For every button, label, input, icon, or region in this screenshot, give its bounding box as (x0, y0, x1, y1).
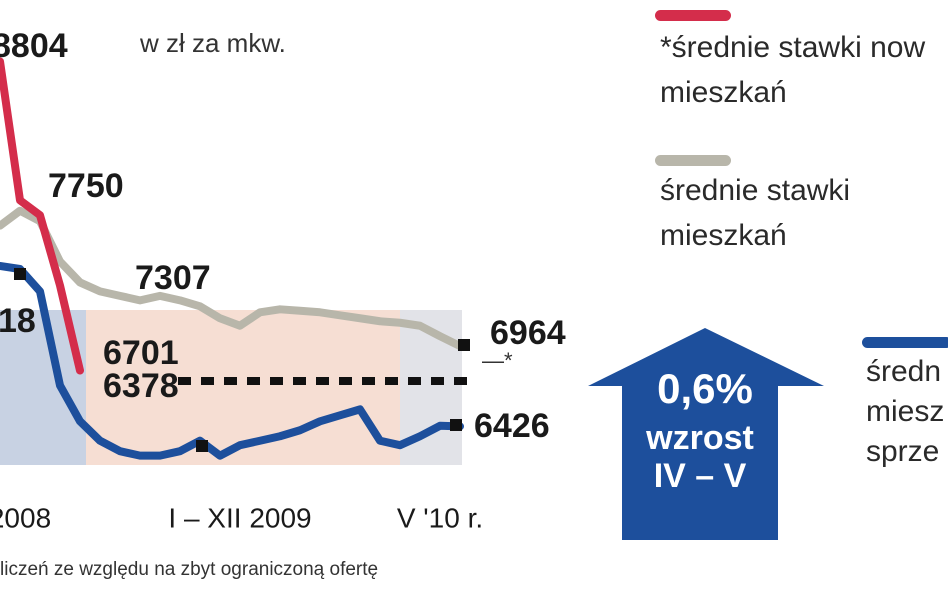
annotation: 7307 (135, 259, 211, 297)
legend-swatch (655, 10, 731, 21)
legend-label: *średnie stawki now mieszkań (660, 31, 926, 109)
arrow-label: IV – V (654, 457, 747, 495)
end-marker (458, 339, 470, 351)
line (0, 262, 464, 460)
arrow (588, 328, 824, 540)
end-marker (196, 440, 208, 452)
end-marker (14, 268, 26, 280)
line (0, 206, 464, 351)
arrow-label: wzrost (645, 419, 754, 457)
legend-label: średn miesz sprze (866, 355, 945, 468)
line (0, 57, 84, 375)
annotation: 7750 (48, 167, 124, 205)
band (86, 310, 400, 465)
arrow-label: 0,6% (657, 365, 753, 412)
annotation: 6964 (490, 314, 566, 352)
legend-label: średnie stawki mieszkań (660, 174, 851, 252)
annotation: —* (482, 348, 513, 373)
legend-swatch (862, 337, 948, 348)
x-tick-label: V '10 r. (397, 502, 483, 533)
annotation: 18 (0, 302, 36, 340)
annotation: 6378 (103, 367, 179, 405)
end-marker (450, 419, 462, 431)
footnote: liczeń ze względu na zbyt ograniczoną of… (0, 559, 378, 580)
annotation: 6701 (103, 334, 179, 372)
subtitle: w zł za mkw. (139, 28, 286, 58)
annotation: 6426 (474, 407, 550, 445)
annotation: 8804 (0, 27, 68, 65)
legend-swatch (655, 155, 731, 166)
x-tick-label: I – XII 2009 (168, 502, 311, 533)
x-tick-label: 2008 (0, 502, 51, 533)
